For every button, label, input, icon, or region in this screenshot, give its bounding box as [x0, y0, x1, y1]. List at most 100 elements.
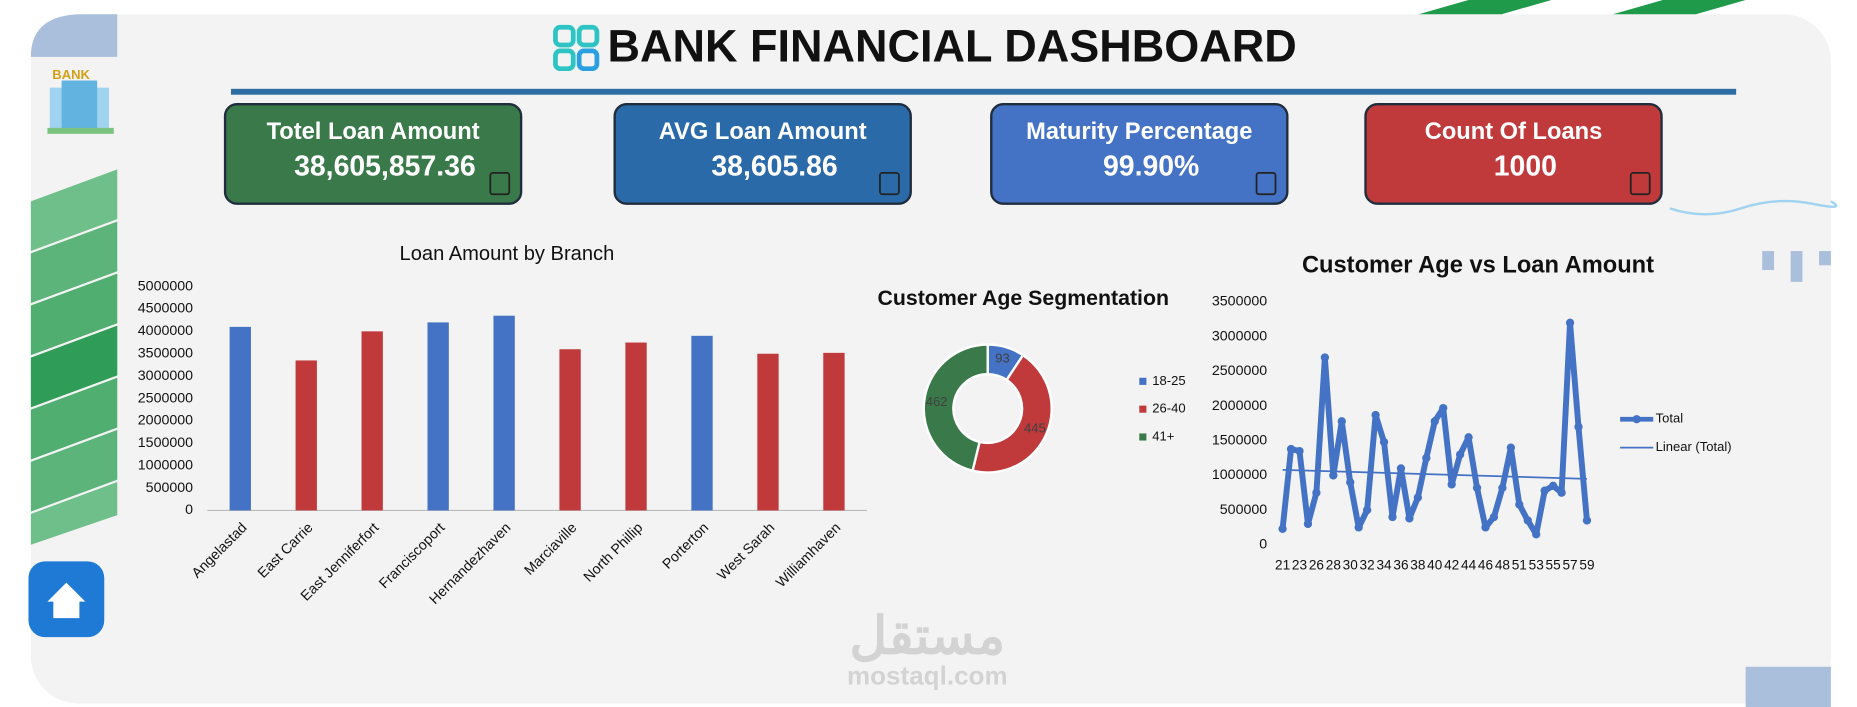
chart-title: Customer Age vs Loan Amount — [1302, 253, 1654, 279]
kpi-card — [613, 103, 912, 205]
x-tick-label: 46 — [1478, 558, 1493, 573]
x-tick-label: 36 — [1393, 558, 1408, 573]
kpi-title: Totel Loan Amount — [267, 119, 480, 145]
y-tick-label: 0 — [1259, 537, 1267, 553]
line-point — [1320, 353, 1330, 362]
y-tick-label: 1000000 — [1212, 467, 1267, 483]
x-tick-label: 53 — [1529, 558, 1544, 573]
line-point — [1303, 519, 1313, 529]
bar — [295, 360, 317, 511]
line-point — [1582, 516, 1592, 525]
kpi-icon — [1629, 172, 1651, 196]
watermark: مستقل mostaql.com — [847, 607, 1008, 690]
corner-deco — [30, 14, 118, 57]
donut-slice — [922, 343, 989, 473]
line-point — [1430, 417, 1439, 426]
line-point — [1422, 453, 1431, 463]
y-tick-label: 2000000 — [1212, 398, 1267, 414]
y-tick-label: 1000000 — [138, 457, 193, 473]
kpi-value: 38,605,857.36 — [294, 151, 476, 183]
kpi-title: Count Of Loans — [1425, 119, 1603, 145]
home-button[interactable] — [28, 561, 105, 638]
line-point — [1286, 444, 1296, 454]
bar — [559, 349, 581, 511]
bar — [625, 342, 647, 511]
watermark-arabic: مستقل — [849, 607, 1005, 665]
side-stripes — [30, 169, 118, 545]
line-point — [1379, 437, 1389, 447]
line-point — [1278, 524, 1287, 533]
y-tick-label: 4500000 — [138, 301, 193, 317]
line-point — [1498, 483, 1507, 493]
line-point — [1295, 446, 1304, 456]
line-point — [1346, 478, 1355, 487]
legend-swatch — [1139, 405, 1147, 413]
y-tick-label: 4000000 — [138, 323, 193, 339]
kpi-card — [990, 103, 1289, 205]
bar — [361, 331, 383, 511]
line-point — [1371, 410, 1380, 420]
y-tick-label: 1500000 — [1212, 432, 1267, 448]
line-point — [1532, 530, 1541, 539]
x-tick-label: 32 — [1360, 558, 1375, 573]
line-point — [1489, 512, 1499, 522]
data-label: 93 — [995, 351, 1009, 366]
line-point — [1447, 480, 1456, 489]
line-point — [1515, 500, 1524, 509]
line-point — [1574, 422, 1583, 431]
y-tick-label: 2500000 — [138, 390, 193, 406]
x-tick-label: 38 — [1410, 558, 1425, 573]
y-tick-label: 3000000 — [1212, 328, 1267, 344]
chart-title: Loan Amount by Branch — [399, 243, 614, 265]
y-tick-label: 3000000 — [138, 368, 193, 384]
kpi-title: AVG Loan Amount — [659, 119, 867, 145]
kpi-icon — [1255, 172, 1277, 196]
bar — [229, 326, 251, 511]
line-point — [1396, 464, 1406, 473]
line-point — [1354, 523, 1363, 532]
right-deco — [1762, 251, 1831, 282]
x-tick-label: 30 — [1343, 558, 1359, 573]
line-point — [1548, 481, 1558, 490]
top-stripe — [1418, 0, 1552, 15]
kpi-value: 1000 — [1494, 151, 1557, 183]
legend-label: Total — [1656, 411, 1684, 426]
line-point — [1388, 512, 1397, 522]
legend-swatch — [1139, 433, 1147, 441]
top-stripe — [1612, 0, 1746, 15]
line-point — [1557, 488, 1566, 497]
line-point — [1337, 417, 1346, 426]
line-point — [1455, 450, 1465, 459]
bar — [427, 322, 449, 511]
legend-label: 18-25 — [1152, 373, 1185, 388]
kpi-icon — [489, 172, 511, 196]
kpi-icon — [879, 172, 900, 196]
x-tick-label: 34 — [1376, 558, 1392, 573]
legend-label: 41+ — [1152, 428, 1174, 443]
y-tick-label: 0 — [185, 502, 193, 518]
bar — [691, 335, 713, 511]
x-tick-label: 28 — [1326, 558, 1341, 573]
line-point — [1523, 516, 1532, 525]
line-point — [1565, 318, 1575, 327]
line-point — [1481, 523, 1490, 532]
x-tick-label: 26 — [1309, 558, 1324, 573]
watermark-site: mostaql.com — [847, 660, 1008, 690]
x-tick-label: 51 — [1512, 558, 1527, 573]
x-tick-label: 55 — [1546, 558, 1561, 573]
x-tick-label: 48 — [1495, 558, 1510, 573]
x-tick-label: 44 — [1461, 558, 1477, 573]
wave-deco — [1669, 199, 1838, 216]
line-point — [1312, 488, 1321, 497]
x-tick-label: 59 — [1579, 558, 1594, 573]
data-label: 445 — [1024, 421, 1046, 436]
x-tick-label: 21 — [1275, 558, 1290, 573]
dashboard-title: BANK FINANCIAL DASHBOARD — [608, 21, 1297, 72]
legend-label: Linear (Total) — [1656, 439, 1732, 454]
x-tick-label: 57 — [1562, 558, 1577, 573]
data-label: 462 — [926, 394, 948, 409]
line-point — [1540, 486, 1549, 495]
y-tick-label: 2500000 — [1212, 363, 1267, 379]
